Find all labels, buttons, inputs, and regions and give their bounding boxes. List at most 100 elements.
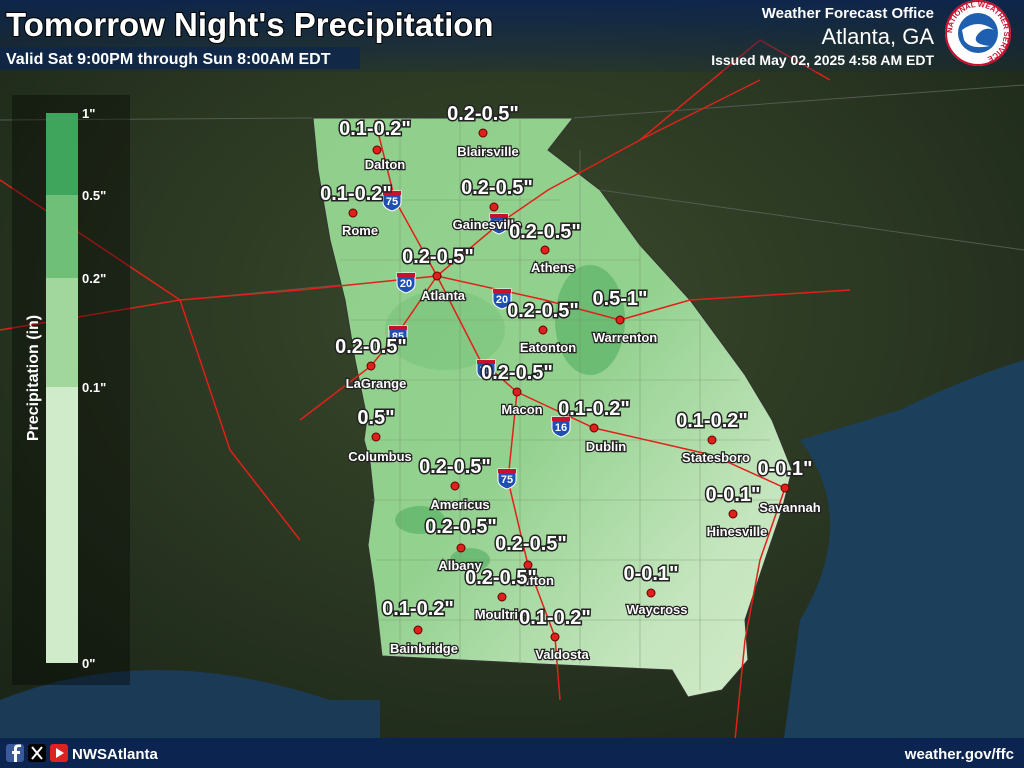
cities: Dalton 0.1-0.2" Blairsville 0.2-0.5" Rome 0.1… [319, 102, 822, 664]
city-dot [348, 208, 358, 218]
city-name: Gainesville [453, 217, 522, 232]
city-dot [728, 509, 738, 519]
city-name: Athens [531, 260, 575, 275]
shield-number: 20 [400, 278, 412, 290]
city-amount: 0.5-1" [592, 288, 647, 310]
shield-number: 75 [480, 365, 492, 377]
interstate-shield: 16 [551, 416, 571, 438]
city-amount: 0-0.1" [623, 563, 678, 585]
legend-swatch [46, 278, 78, 387]
shield-top [397, 273, 415, 277]
city-amount: 0.2-0.5" [509, 221, 581, 243]
city-name: Valdosta [535, 647, 589, 662]
social-icons [6, 744, 68, 762]
city-amount: 0.1-0.2" [382, 598, 454, 620]
city-dot [497, 592, 507, 602]
city-dot [372, 145, 382, 155]
city-dot [550, 632, 560, 642]
shield-shape [492, 288, 512, 310]
city-name: Macon [501, 402, 542, 417]
shields: 75 85 20 85 20 75 16 75 [382, 190, 571, 490]
footer-bar [0, 738, 1024, 768]
shield-shape [551, 416, 571, 438]
shield-top [383, 191, 401, 195]
city-amount: 0.2-0.5" [419, 456, 491, 478]
city-name: Blairsville [457, 144, 518, 159]
city-amount: 0.1-0.2" [339, 118, 411, 140]
city-amount: 0.2-0.5" [335, 336, 407, 358]
shield-number: 85 [493, 219, 505, 231]
footer-handle: NWSAtlanta [72, 746, 158, 763]
shield-top [498, 469, 516, 473]
city-dot [456, 543, 466, 553]
interstate-shield: 75 [382, 190, 402, 212]
city-name: Americus [430, 497, 489, 512]
city-dot [512, 387, 522, 397]
city-dot [371, 432, 381, 442]
city-name: Waycross [627, 602, 688, 617]
legend-swatch [46, 113, 78, 195]
city-name: Dalton [365, 157, 406, 172]
interstate-shield: 85 [489, 213, 509, 235]
interstate-shield: 20 [492, 288, 512, 310]
legend-title: Precipitation (in) [25, 315, 42, 441]
shield-top [477, 360, 495, 364]
legend-swatch [46, 195, 78, 278]
shield-number: 85 [392, 331, 404, 343]
subtitle-band [0, 47, 360, 69]
city-dot [489, 202, 499, 212]
interstate-shield: 75 [476, 359, 496, 381]
city-amount: 0.1-0.2" [676, 410, 748, 432]
interstate-shield: 20 [396, 272, 416, 294]
city-dot [478, 128, 488, 138]
legend: 1" 0.5" 0.2" 0.1" 0" [46, 106, 106, 671]
city-dot [413, 625, 423, 635]
legend-tick-label: 0" [82, 656, 95, 671]
city-dot [366, 361, 376, 371]
title: Tomorrow Night's Precipitation [6, 6, 494, 43]
issued: Issued May 02, 2025 4:58 AM EDT [711, 52, 934, 68]
city-amount: 0.1-0.2" [558, 398, 630, 420]
legend-tick-label: 1" [82, 106, 95, 121]
city-amount: 0.2-0.5" [402, 246, 474, 268]
shield-number: 75 [386, 196, 398, 208]
city-name: Eatonton [520, 340, 576, 355]
city-name: Columbus [348, 449, 412, 464]
shield-top [490, 214, 508, 218]
office: Weather Forecast Office [762, 5, 934, 22]
city-dot [646, 588, 656, 598]
state-borders [0, 84, 1024, 301]
atlantic-water [780, 360, 1024, 768]
city-name: Savannah [759, 500, 820, 515]
city-amount: 0.2-0.5" [425, 516, 497, 538]
city-name: Moultrie [475, 607, 526, 622]
city-amount: 0.2-0.5" [465, 567, 537, 589]
city-name: Warrenton [593, 330, 658, 345]
city-dot [780, 483, 790, 493]
city-dot [540, 245, 550, 255]
city-amount: 0.2-0.5" [447, 103, 519, 125]
city-name: Atlanta [421, 288, 466, 303]
shield-top [389, 326, 407, 330]
shield-top [552, 417, 570, 421]
city-name: Dublin [586, 439, 626, 454]
legend-tick-label: 0.2" [82, 271, 106, 286]
city-dot [538, 325, 548, 335]
city-amount: 0.2-0.5" [507, 300, 579, 322]
shield-top [493, 289, 511, 293]
city-dot [707, 435, 717, 445]
city-amount: 0.1-0.2" [519, 607, 591, 629]
shield-number: 75 [501, 474, 513, 486]
city-name: Hinesville [707, 524, 768, 539]
city-name: LaGrange [346, 376, 407, 391]
location: Atlanta, GA [821, 24, 934, 49]
city-dot [450, 481, 460, 491]
city-amount: 0-0.1" [757, 458, 812, 480]
legend-tick-label: 0.5" [82, 188, 106, 203]
city-name: Rome [342, 223, 378, 238]
city-dot [523, 560, 533, 570]
city-amount: 0.2-0.5" [495, 533, 567, 555]
city-amount: 0.1-0.2" [320, 183, 392, 205]
legend-tick-label: 0.1" [82, 380, 106, 395]
